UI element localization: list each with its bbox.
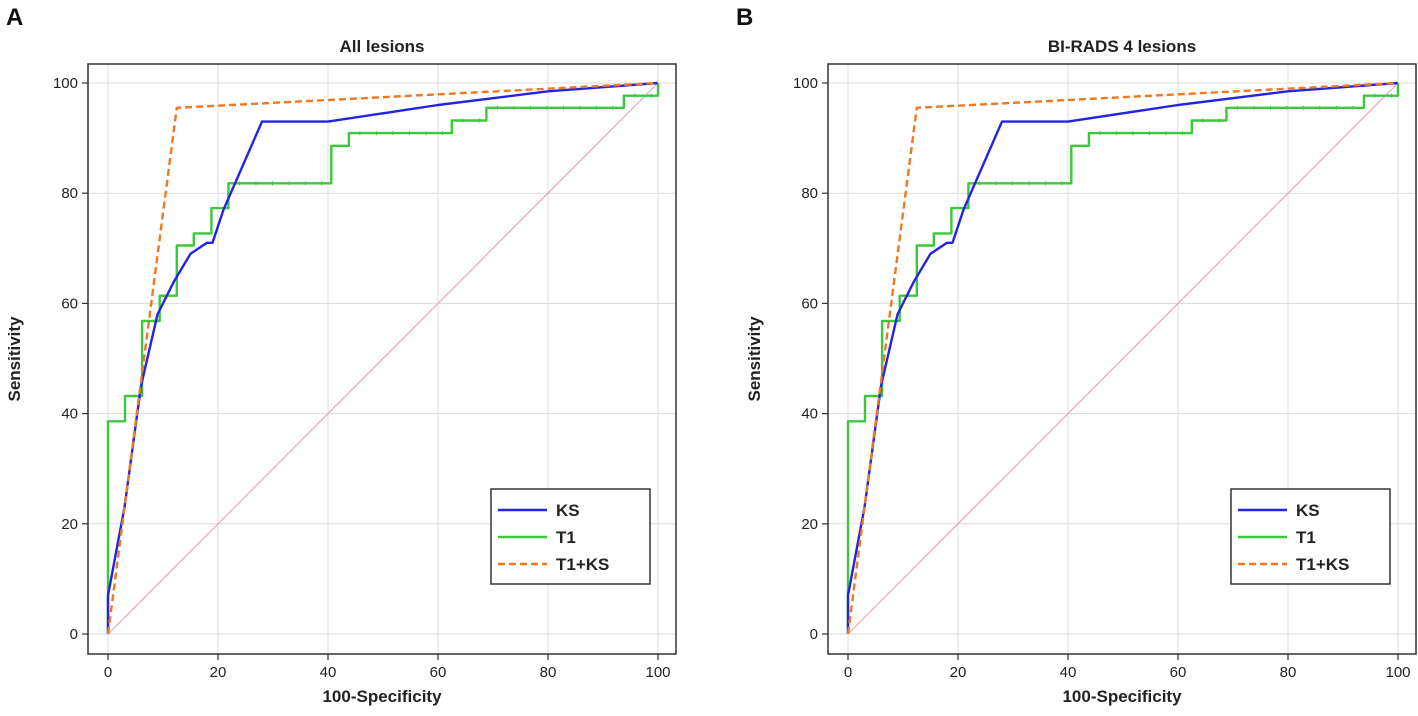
y-tick-label: 60 [61,295,78,312]
y-tick-label: 100 [53,75,78,92]
roc-chart-birads4-lesions: BI-RADS 4 lesions 0 20 40 60 80 100 0 20 40 60 80 10… [745,37,1417,706]
legend-label: T1+KS [556,555,609,574]
y-tick-label: 0 [70,626,78,643]
series-line-t1 [106,83,660,634]
x-tick-label: 80 [1280,664,1297,681]
legend-label: KS [556,501,580,520]
x-tick-label: 60 [430,664,447,681]
series-line-t1 [846,83,1400,634]
legend-label: T1+KS [1296,555,1349,574]
reference-diagonal-line [847,82,1399,635]
x-axis-label: 100-Specificity [1062,687,1182,706]
x-tick-label: 60 [1170,664,1187,681]
y-axis-label: Sensitivity [5,316,24,402]
legend-label: KS [1296,501,1320,520]
x-tick-label: 20 [210,664,227,681]
series-line-t1-plus-ks [846,81,1399,635]
legend-label: T1 [1296,528,1316,547]
chart-title: All lesions [339,37,424,56]
x-tick-label: 40 [1060,664,1077,681]
y-tick-label: 80 [61,185,78,202]
series-line-t1-plus-ks [106,81,659,635]
panel-b-letter: B [736,4,754,31]
y-tick-label: 20 [801,516,818,533]
y-tick-label: 20 [61,516,78,533]
plot-frame [827,63,1417,655]
y-tick-label: 100 [793,75,818,92]
x-axis-label: 100-Specificity [322,687,442,706]
legend-label: T1 [556,528,576,547]
y-axis-label: Sensitivity [745,316,764,402]
plot-frame [87,63,677,655]
x-tick-label: 80 [540,664,557,681]
y-tick-label: 0 [810,626,818,643]
reference-diagonal-line [107,82,659,635]
x-tick-label: 0 [104,664,112,681]
roc-chart-all-lesions: All lesions 0 20 40 60 80 100 0 20 40 60 80 100 100-S… [5,37,677,706]
x-tick-label: 0 [844,664,852,681]
y-tick-label: 40 [801,406,818,423]
panel-a-letter: A [6,4,24,31]
x-tick-label: 100 [645,664,670,681]
x-tick-label: 40 [320,664,337,681]
x-tick-label: 20 [950,664,967,681]
x-tick-label: 100 [1385,664,1410,681]
y-tick-label: 40 [61,406,78,423]
chart-title: BI-RADS 4 lesions [1048,37,1196,56]
y-tick-label: 60 [801,295,818,312]
y-tick-label: 80 [801,185,818,202]
